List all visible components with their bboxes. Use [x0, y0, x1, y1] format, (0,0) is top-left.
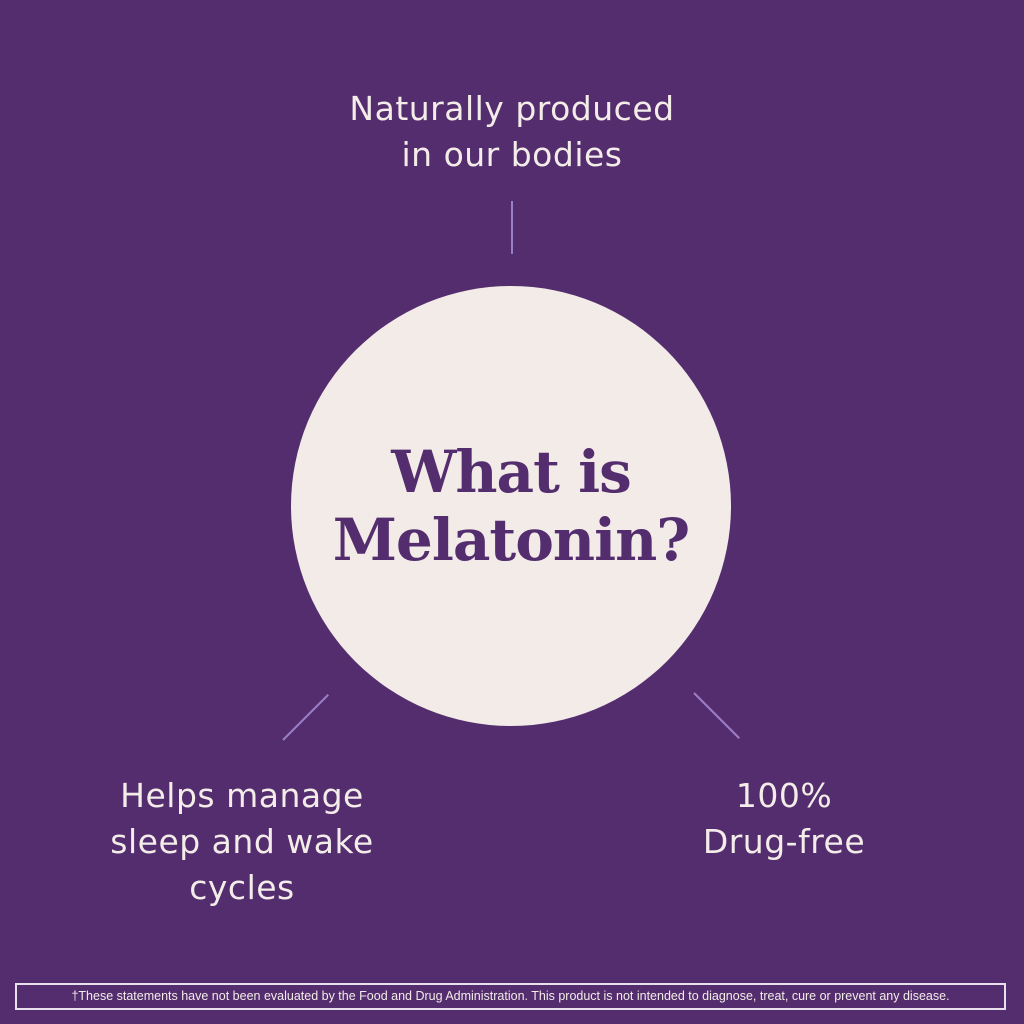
- fact-line: sleep and wake: [110, 822, 374, 861]
- fda-disclaimer: †These statements have not been evaluate…: [15, 983, 1006, 1010]
- fact-naturally-produced: Naturally produced in our bodies: [262, 86, 762, 178]
- page-title: What is Melatonin?: [332, 438, 691, 574]
- fact-line: Naturally produced: [349, 89, 675, 128]
- title-line: What is: [391, 438, 632, 506]
- fact-line: cycles: [189, 868, 295, 907]
- fact-line: Drug-free: [702, 822, 866, 861]
- connector-line-top: [511, 201, 513, 254]
- fact-line: 100%: [735, 776, 833, 815]
- fact-line: Helps manage: [120, 776, 364, 815]
- connector-line-right: [693, 692, 740, 739]
- connector-line-left: [282, 694, 329, 741]
- fact-drug-free: 100% Drug-free: [634, 773, 934, 865]
- title-line: Melatonin?: [332, 506, 691, 574]
- fact-line: in our bodies: [401, 135, 623, 174]
- title-circle: What is Melatonin?: [291, 286, 731, 726]
- fact-sleep-cycles: Helps manage sleep and wake cycles: [42, 773, 442, 911]
